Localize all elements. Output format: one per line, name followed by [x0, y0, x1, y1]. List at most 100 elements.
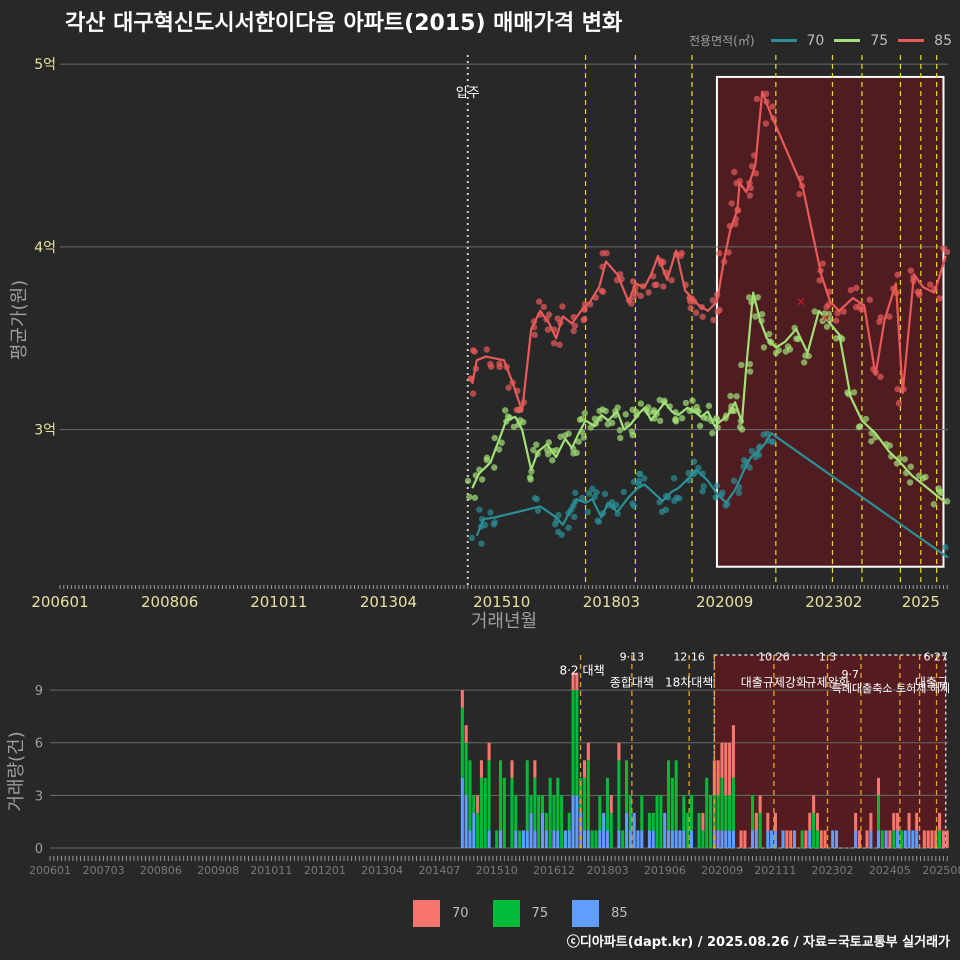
data-point-85: [926, 281, 934, 288]
bar-85: [586, 830, 590, 848]
x-tick-label-13: 202111: [754, 864, 796, 877]
bar-70: [701, 812, 705, 831]
bar-85: [876, 830, 881, 848]
data-point-75: [622, 411, 629, 418]
data-point-85: [535, 298, 543, 305]
data-point-85: [628, 300, 635, 307]
x-tick-label-3: 201304: [360, 593, 417, 611]
data-point-85: [753, 95, 761, 103]
data-point-85: [877, 373, 884, 381]
bar-70: [464, 725, 468, 743]
bar-85: [834, 830, 839, 848]
data-point-75: [733, 393, 740, 400]
data-point-85: [645, 289, 652, 296]
cross-marker: ×: [796, 294, 806, 308]
data-point-75: [930, 501, 938, 508]
bar-70: [609, 795, 613, 813]
bar-75: [598, 795, 602, 831]
data-point-70: [769, 438, 776, 445]
data-point-85: [556, 341, 563, 348]
bar-85: [731, 830, 735, 848]
bar-70: [476, 795, 480, 813]
bar-85: [514, 830, 518, 848]
data-point-70: [620, 488, 627, 496]
data-point-85: [886, 313, 893, 320]
data-point-75: [754, 294, 762, 301]
bar-85: [808, 830, 812, 848]
bar-70: [854, 812, 858, 831]
bar-85: [689, 830, 693, 848]
data-point-75: [727, 392, 734, 400]
bar-75: [720, 777, 724, 831]
series-line-70: [475, 432, 949, 559]
bar-70: [766, 812, 770, 831]
x-tick-label-3: 200908: [197, 864, 239, 877]
data-point-75: [672, 415, 679, 423]
bar-70: [739, 830, 743, 848]
bar-75: [659, 795, 663, 848]
bar-85: [678, 830, 682, 848]
data-point-70: [579, 494, 586, 502]
x-tick-label-1: 200806: [141, 593, 198, 611]
bar-70: [617, 742, 621, 761]
bar-75: [880, 830, 884, 848]
annotation-date-5: 9·7: [841, 668, 859, 681]
bar-70: [819, 830, 823, 848]
bar-70: [876, 777, 881, 796]
data-point-85: [716, 250, 723, 257]
bar-75: [518, 830, 522, 848]
bar-85: [907, 830, 911, 848]
bar-75: [544, 812, 548, 831]
data-point-85: [894, 271, 901, 279]
data-point-75: [703, 415, 711, 422]
bar-75: [483, 777, 487, 848]
data-point-85: [571, 322, 579, 329]
bar-75: [525, 760, 529, 831]
bar-75: [533, 777, 537, 831]
bar-75: [468, 760, 472, 831]
data-point-85: [746, 192, 754, 199]
data-point-85: [496, 363, 503, 371]
data-point-75: [862, 415, 870, 423]
data-point-85: [487, 360, 494, 368]
data-point-85: [762, 120, 770, 127]
bar-85: [533, 830, 537, 848]
data-point-85: [653, 281, 660, 288]
legend-bottom-75: 75: [531, 906, 549, 921]
bar-75: [647, 812, 651, 831]
data-point-85: [483, 346, 490, 353]
bar-70: [716, 760, 720, 796]
data-point-75: [464, 477, 472, 485]
bar-85: [720, 830, 724, 848]
annotation-name-4: 규제완화: [805, 676, 849, 690]
bar-75: [499, 760, 503, 831]
data-point-70: [594, 517, 601, 525]
bar-70: [938, 812, 942, 831]
x-tick-label-12: 202009: [701, 864, 743, 877]
data-point-85: [550, 339, 558, 347]
data-point-85: [660, 283, 667, 290]
legend-box-85: [572, 900, 600, 927]
x-axis-label: 거래년월: [471, 611, 537, 632]
bar-70: [926, 830, 930, 848]
bar-85: [766, 830, 770, 848]
data-point-85: [752, 170, 760, 177]
x-tick-label-6: 201304: [361, 864, 403, 877]
bar-70: [857, 830, 861, 848]
data-point-70: [487, 509, 494, 516]
data-point-75: [850, 389, 858, 396]
bar-85: [781, 830, 785, 848]
data-point-75: [765, 330, 773, 338]
series-line-75: [471, 291, 947, 504]
bar-70: [812, 795, 816, 813]
data-point-75: [565, 430, 572, 437]
data-point-75: [682, 399, 690, 407]
bar-75: [628, 795, 632, 831]
bar-75: [590, 830, 594, 848]
bar-75: [651, 812, 655, 831]
bar-75: [655, 795, 659, 848]
data-point-85: [858, 306, 865, 313]
x-tick-label-4: 201011: [250, 864, 292, 877]
price-line-chart: 3억 4억 5억 200601 200806 201011 201304 201510 2018…: [9, 55, 951, 632]
bar-75: [575, 690, 579, 796]
